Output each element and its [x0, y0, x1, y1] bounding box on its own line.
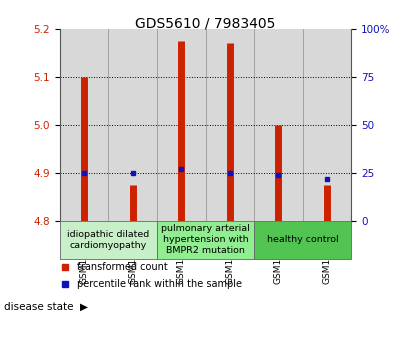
Bar — [303, 29, 351, 221]
Text: disease state  ▶: disease state ▶ — [4, 302, 88, 312]
Text: idiopathic dilated
cardiomyopathy: idiopathic dilated cardiomyopathy — [67, 230, 149, 250]
Bar — [157, 221, 254, 259]
Text: GDS5610 / 7983405: GDS5610 / 7983405 — [135, 16, 276, 30]
Bar — [60, 221, 157, 259]
Text: pulmonary arterial
hypertension with
BMPR2 mutation: pulmonary arterial hypertension with BMP… — [161, 224, 250, 256]
Text: healthy control: healthy control — [267, 235, 339, 244]
Text: percentile rank within the sample: percentile rank within the sample — [77, 279, 242, 289]
Bar — [254, 221, 351, 259]
Text: transformed count: transformed count — [77, 262, 168, 272]
Bar — [108, 29, 157, 221]
Bar — [157, 29, 206, 221]
Bar — [60, 29, 108, 221]
Bar — [254, 29, 303, 221]
Bar — [206, 29, 254, 221]
